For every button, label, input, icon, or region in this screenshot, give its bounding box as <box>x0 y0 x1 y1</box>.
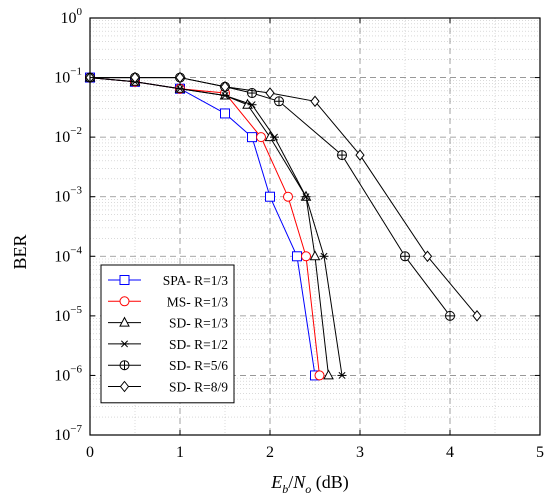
x-tick-label: 5 <box>536 444 544 461</box>
x-tick-label: 4 <box>446 444 454 461</box>
x-tick-label: 2 <box>266 444 274 461</box>
data-point <box>337 371 347 379</box>
data-point <box>309 250 321 261</box>
x-tick-label: 0 <box>86 444 94 461</box>
data-point <box>247 88 257 99</box>
data-point <box>355 149 365 161</box>
data-point <box>310 95 320 108</box>
plot-frame <box>89 17 541 436</box>
data-point <box>175 71 185 84</box>
legend: SPA- R=1/3 MS- R=1/3 SD- R=1/3 SD- R=1/2 SD-… <box>100 264 235 404</box>
y-tick-label: 10−2 <box>54 125 82 146</box>
legend-label: SD- R=8/9 <box>169 380 228 395</box>
legend-marker <box>120 340 129 348</box>
legend-marker <box>119 360 130 371</box>
data-point <box>256 132 266 143</box>
x-axis-label: Eb/No (dB) <box>270 472 349 496</box>
data-point <box>265 87 275 99</box>
data-point <box>445 310 455 321</box>
plot-series <box>84 71 482 381</box>
data-point <box>220 92 230 100</box>
y-tick-label: 10−4 <box>54 244 82 265</box>
legend-entry: SD- R=8/9 <box>108 380 228 395</box>
y-tick-label: 10−5 <box>54 304 82 325</box>
y-axis-label: BER <box>10 234 30 269</box>
legend-label: SPA- R=1/3 <box>163 273 229 288</box>
legend-label: MS- R=1/3 <box>167 294 229 309</box>
data-point <box>301 251 311 262</box>
legend-entry: MS- R=1/3 <box>108 294 228 309</box>
legend-box <box>100 264 235 404</box>
legend-entry: SD- R=5/6 <box>108 358 228 373</box>
legend-label: SD- R=1/2 <box>169 337 228 352</box>
data-point <box>175 85 185 93</box>
axis-ticks: 0 1 2 3 4 5 100 10−1 10−2 10−3 10−4 10−5 10−6 10−7 <box>54 6 544 461</box>
y-tick-label: 10−3 <box>54 185 82 206</box>
data-point <box>292 251 302 262</box>
data-point <box>130 71 140 84</box>
legend-entry: SD- R=1/2 <box>108 337 228 352</box>
legend-label: SD- R=1/3 <box>169 316 228 331</box>
data-point <box>337 150 347 161</box>
legend-label: SD- R=5/6 <box>169 358 228 373</box>
data-point <box>323 369 334 380</box>
data-point <box>301 193 311 201</box>
data-point <box>220 108 230 119</box>
data-point <box>283 191 293 202</box>
data-point <box>274 96 284 107</box>
legend-marker <box>119 275 130 285</box>
data-point <box>422 250 433 263</box>
data-point <box>472 310 482 322</box>
data-point <box>314 370 325 381</box>
series-6 <box>85 71 482 322</box>
data-point <box>264 131 276 142</box>
y-tick-label: 100 <box>61 6 83 27</box>
y-tick-label: 10−1 <box>54 66 82 87</box>
data-point <box>265 191 275 202</box>
legend-marker <box>119 380 130 393</box>
data-point <box>270 133 279 141</box>
data-point <box>247 132 257 143</box>
y-tick-label: 10−6 <box>54 363 82 384</box>
data-point <box>247 101 257 109</box>
x-tick-label: 3 <box>356 444 364 461</box>
legend-marker <box>119 316 130 327</box>
y-tick-label: 10−7 <box>54 423 82 444</box>
data-point <box>400 251 410 262</box>
legend-entry: SPA- R=1/3 <box>108 273 228 288</box>
legend-entry: SD- R=1/3 <box>108 316 228 331</box>
data-point <box>220 80 230 93</box>
legend-marker <box>119 296 130 307</box>
x-tick-label: 1 <box>176 444 184 461</box>
data-point <box>319 252 329 260</box>
